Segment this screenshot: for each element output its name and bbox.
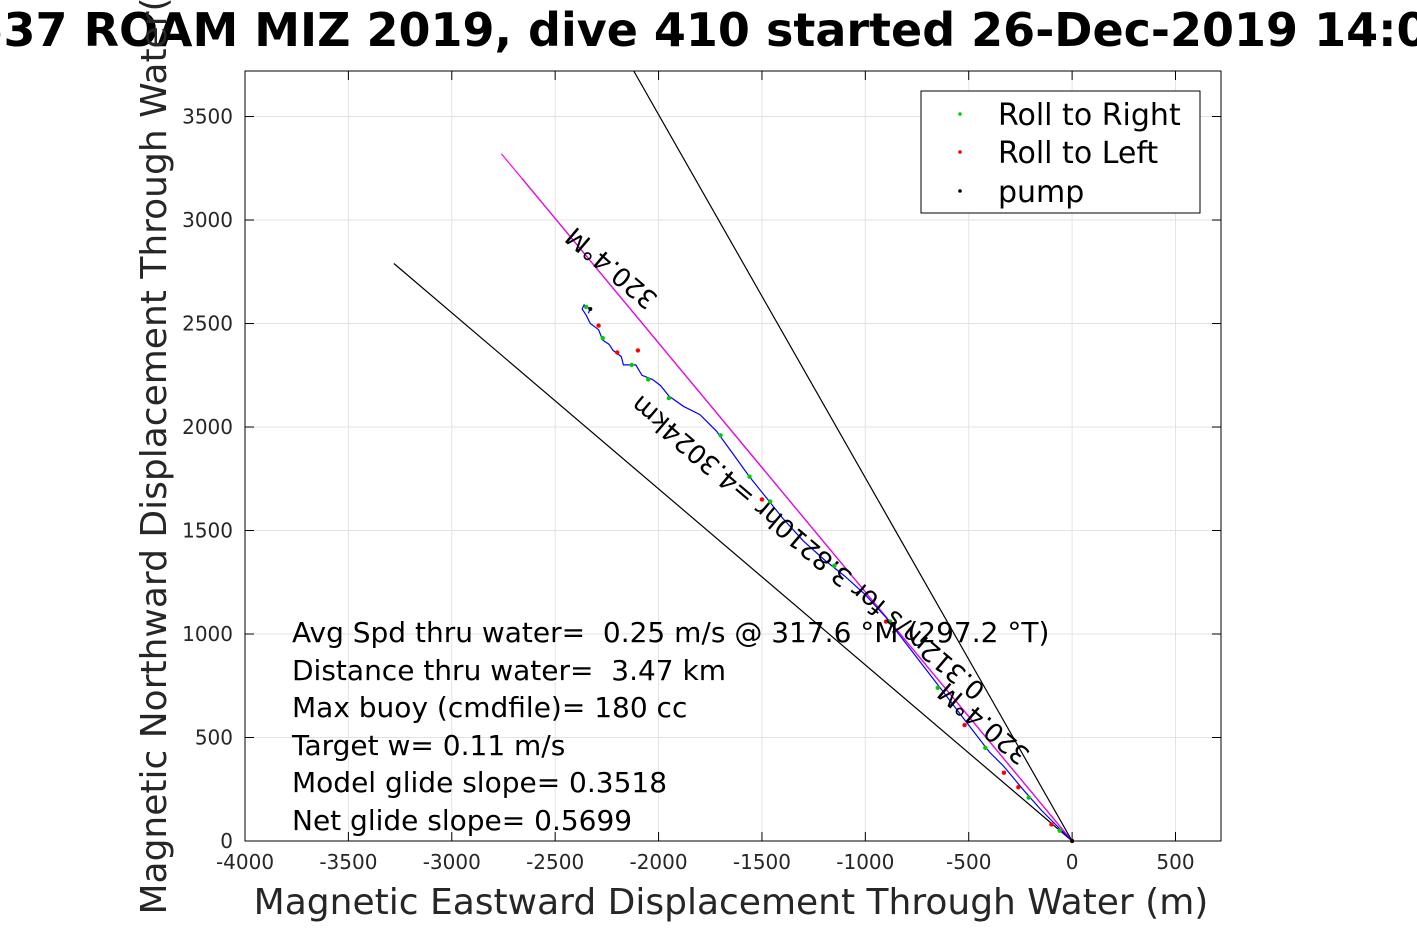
- x-tick-label: -4000: [216, 850, 274, 874]
- pump-point: [588, 307, 593, 312]
- track-line: [581, 304, 1073, 842]
- plot-area: [244, 70, 1222, 842]
- roll-right-point: [666, 395, 672, 401]
- roll-right-point: [1026, 795, 1031, 800]
- roll-right-point: [935, 685, 940, 691]
- roll-right-point: [983, 745, 988, 751]
- reference-line-boundary-upper: [633, 71, 1073, 841]
- roll-right-point: [747, 474, 752, 479]
- roll-left-point: [1001, 770, 1007, 775]
- chart-title: 537 ROAM MIZ 2019, dive 410 started 26-D…: [0, 3, 1417, 57]
- x-axis-label: Magnetic Eastward Displacement Through W…: [254, 882, 1209, 923]
- roll-right-point: [718, 433, 723, 438]
- y-tick-label: 2500: [182, 312, 233, 336]
- legend-box: [920, 90, 1201, 214]
- roll-right-point: [887, 619, 893, 624]
- x-tick-label: -2500: [526, 850, 584, 874]
- legend-marker-pump: [958, 189, 962, 193]
- stat-avg-speed: Avg Spd thru water= 0.25 m/s @ 317.6 °M …: [292, 616, 1049, 649]
- roll-left-point: [883, 619, 889, 624]
- roll-left-point: [759, 497, 765, 502]
- stat-net-glide-slope: Net glide slope= 0.5699: [292, 804, 632, 837]
- roll-left-point: [1016, 784, 1021, 790]
- x-tick-label: -2000: [629, 850, 687, 874]
- grid-lines: [245, 71, 1221, 841]
- y-tick-label: 3000: [182, 208, 233, 232]
- x-tick-label: 0: [1066, 850, 1079, 874]
- legend-marker-roll-right: [958, 112, 962, 116]
- heading-annotations: 320.4°M0.312m/s for 3.8210hr =4.3024km32…: [560, 221, 1035, 770]
- roll-left-point: [596, 323, 601, 328]
- roll-right-point: [583, 304, 589, 310]
- y-tick-label: 1000: [182, 622, 233, 646]
- legend-label-roll-left: Roll to Left: [998, 136, 1158, 171]
- stat-model-glide-slope: Model glide slope= 0.3518: [292, 766, 667, 799]
- roll-left-point: [1049, 822, 1054, 827]
- roll-right-point: [629, 362, 634, 368]
- x-tick-label: -3500: [319, 850, 377, 874]
- dive-stats: Avg Spd thru water= 0.25 m/s @ 317.6 °M …: [291, 616, 1049, 837]
- x-tick-label: -500: [946, 850, 991, 874]
- stat-max-buoy: Max buoy (cmdfile)= 180 cc: [292, 691, 687, 724]
- x-tick-label: -1500: [733, 850, 791, 874]
- x-tick-label: -1000: [836, 850, 894, 874]
- legend-label-roll-right: Roll to Right: [998, 98, 1181, 133]
- dive-track: [581, 304, 1073, 842]
- reference-lines: [393, 71, 1073, 841]
- reference-line-boundary-lower: [393, 263, 1073, 841]
- roll-right-point: [1057, 828, 1062, 833]
- reference-line-heading: [500, 153, 1073, 841]
- x-tick-label: -3000: [423, 850, 481, 874]
- roll-right-point: [646, 377, 651, 382]
- roll-left-point: [615, 350, 620, 355]
- y-tick-label: 3500: [182, 105, 233, 129]
- y-tick-label: 2000: [182, 415, 233, 439]
- x-tick-label: 500: [1156, 850, 1194, 874]
- roll-left-point: [962, 722, 967, 728]
- y-tick-label: 1500: [182, 519, 233, 543]
- legend: Roll to Right Roll to Left pump: [920, 90, 1201, 214]
- roll-right-point: [600, 335, 605, 341]
- stat-target-w: Target w= 0.11 m/s: [291, 729, 565, 762]
- pump-point: [1070, 839, 1075, 843]
- heading-annotation: 320.4°M: [560, 221, 663, 315]
- x-axis-ticks: -4000 -3500 -3000 -2500 -2000 -1500 -1000 -500 0…: [216, 71, 1195, 874]
- legend-label-pump: pump: [998, 175, 1084, 210]
- roll-right-point: [832, 563, 837, 568]
- y-tick-label: 0: [220, 829, 233, 853]
- y-axis-ticks: 0 500 1000 1500 2000 2500 3000 3500: [182, 105, 1221, 853]
- y-tick-label: 500: [195, 726, 233, 750]
- legend-marker-roll-left: [958, 150, 962, 154]
- roll-left-point: [635, 348, 641, 353]
- roll-points: [583, 304, 1075, 844]
- y-axis-label: Magnetic Northward Displacement Through …: [134, 0, 175, 915]
- stat-distance: Distance thru water= 3.47 km: [292, 654, 726, 687]
- roll-right-point: [768, 499, 773, 504]
